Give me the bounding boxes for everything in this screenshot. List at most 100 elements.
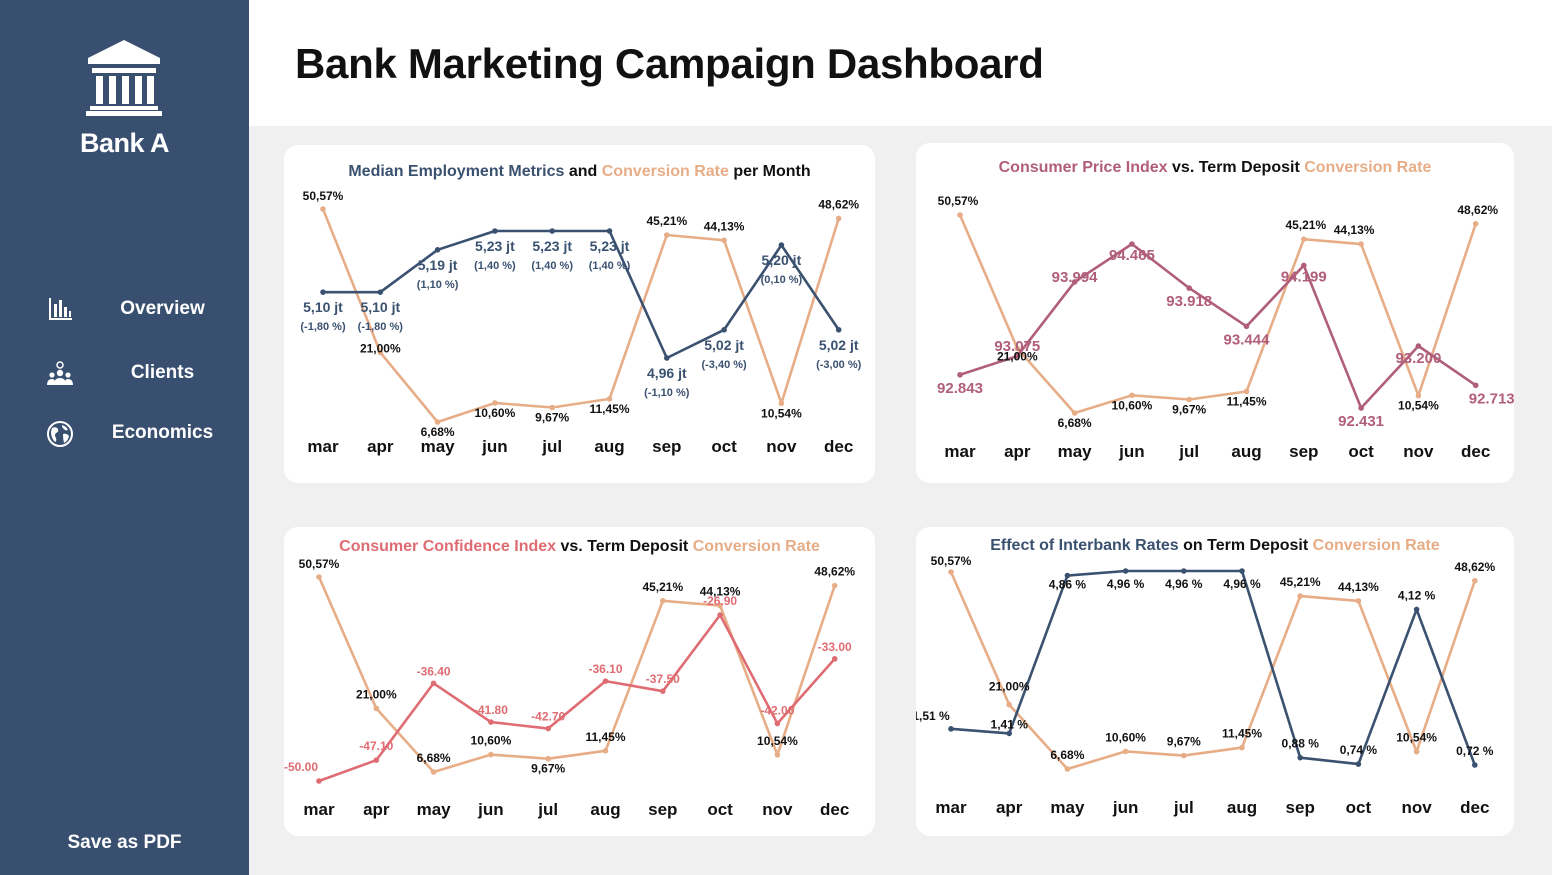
conversion-point [1014,345,1021,352]
primary-sublabel: (-3,40 %) [701,359,747,371]
conversion-point [606,396,613,402]
chart-title-part: Median Employment Metrics [348,163,565,180]
conversion-point [1129,392,1135,399]
conversion-point [948,569,954,575]
primary-point [1181,568,1187,574]
conversion-point [1186,396,1192,403]
chart-employment: 50,57% 21,00% 6,68% 10,60% 9,67% 11,45% 45,21%… [300,189,862,456]
primary-label: 5,23 jt [532,238,572,254]
conversion-point [660,598,666,604]
primary-sublabel: (0,10 %) [761,274,803,286]
conversion-line [958,214,1477,415]
x-tick-label: apr [996,798,1023,817]
primary-label: 5,23 jt [475,238,515,254]
primary-point [1071,279,1078,285]
primary-label: -50.00 [284,760,318,774]
conversion-label: 10,60% [1112,398,1153,412]
conversion-point [1358,241,1364,247]
chart-title-part: and [564,163,602,180]
chart-title-part: Effect of Interbank Rates [990,537,1179,554]
conversion-label: 21,00% [989,680,1030,694]
primary-sublabel: (-3,00 %) [816,359,862,371]
x-tick-label: may [421,437,456,456]
primary-label: 5,23 jt [590,238,630,254]
x-tick-label: aug [594,437,624,456]
primary-line [950,569,1477,766]
primary-point [664,355,670,361]
conversion-point [1472,220,1479,227]
primary-sublabel: (-1,10 %) [644,387,690,399]
primary-sublabel: (1,40 %) [589,260,631,272]
chart-cci: 50,57% 21,00% 6,68% 10,60% 9,67% 11,45% 45,21%… [284,557,855,819]
conversion-point [1413,748,1420,755]
conversion-label: 10,54% [757,734,798,748]
nav-item-economics[interactable]: Economics [40,414,240,454]
conversion-label: 10,54% [1398,399,1439,413]
bank-name: Bank A [79,128,170,158]
chart-card-interbank: Effect of Interbank Rates on Term Deposi… [916,527,1514,836]
x-tick-label: sep [1286,798,1315,817]
conversion-point [1415,392,1422,399]
conversion-label: 48,62% [814,565,855,579]
primary-label: 93.994 [1052,269,1099,286]
nav-label-overview: Overview [120,298,205,319]
x-tick-label: mar [935,798,967,817]
conversion-label: 6,68% [421,425,455,439]
primary-point [717,612,723,618]
primary-label: 4,96 jt [647,365,687,381]
conversion-label: 6,68% [1058,416,1092,430]
conversion-label: 10,60% [471,734,512,748]
conversion-point [957,212,963,218]
x-tick-label: sep [1289,442,1318,461]
sidebar: Bank A Overview Clients [0,0,249,875]
primary-label: 5,02 jt [819,337,859,353]
primary-sublabel: (-1,80 %) [358,321,404,333]
conversion-point [831,582,838,589]
nav-item-overview[interactable]: Overview [40,290,240,330]
nav-item-clients[interactable]: Clients [40,354,240,394]
chart-card-employment: Median Employment Metrics and Conversion… [284,145,875,483]
chart-title: Effect of Interbank Rates on Term Deposi… [916,537,1514,555]
conversion-point [835,215,842,222]
conversion-label: 9,67% [531,762,565,776]
primary-line [959,242,1477,410]
x-tick-label: sep [648,800,677,819]
nav-label-clients: Clients [130,362,195,383]
conversion-label: 10,60% [475,406,516,420]
primary-point [1355,761,1362,767]
primary-label: 5,02 jt [704,337,744,353]
conversion-point [664,232,670,238]
primary-label: -37.50 [646,672,680,686]
conversion-point [1181,752,1187,759]
conversion-point [1071,410,1078,416]
chart-title: Consumer Price Index vs. Term Deposit Co… [916,159,1514,177]
save-as-pdf-button[interactable]: Save as PDF [67,832,182,853]
conversion-label: 11,45% [1226,394,1266,408]
chart-title-part: Consumer Confidence Index [339,538,557,555]
globe-icon [47,421,73,447]
primary-point [835,326,842,333]
primary-label: -36.10 [588,662,622,676]
chart-card-cpi: Consumer Price Index vs. Term Deposit Co… [916,143,1514,483]
conversion-label: 50,57% [299,557,340,571]
conversion-label: 50,57% [931,554,972,568]
conversion-point [1243,388,1250,395]
primary-point [1297,754,1303,761]
conversion-point [717,602,723,609]
chart-title-part: per Month [728,163,811,180]
conversion-point [434,419,441,425]
primary-point [1122,568,1129,574]
primary-point [1472,762,1478,768]
conversion-label: 21,00% [997,349,1038,363]
primary-label: 5,19 jt [418,257,458,273]
primary-point [1301,262,1307,269]
conversion-point [1006,701,1012,708]
primary-point [316,778,322,784]
page-title: Bank Marketing Campaign Dashboard [295,40,1044,87]
primary-point [1014,353,1021,359]
conversion-point [602,748,609,754]
x-tick-label: oct [707,800,733,819]
conversion-point [1122,748,1129,755]
x-tick-label: nov [1401,798,1432,817]
conversion-label: 45,21% [642,580,683,594]
